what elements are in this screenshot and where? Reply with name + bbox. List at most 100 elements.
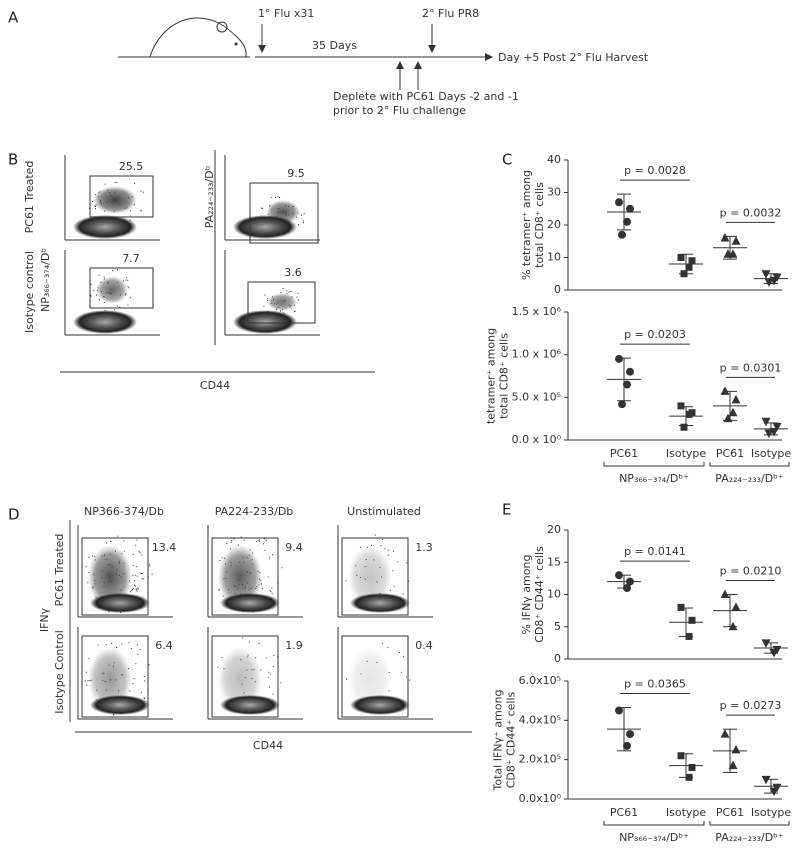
event-dot: [88, 207, 90, 209]
p-value: p = 0.0032: [720, 206, 782, 219]
data-point: [677, 603, 685, 611]
gate: [211, 537, 279, 616]
event-dot: [218, 589, 220, 591]
event-dot: [134, 574, 136, 576]
event-dot: [135, 544, 137, 546]
event-dot: [271, 196, 273, 198]
gate-percent: 9.4: [285, 541, 303, 554]
event-dot: [374, 534, 376, 536]
gate: [81, 635, 149, 718]
event-dot: [233, 538, 235, 540]
event-dot: [290, 291, 292, 292]
event-dot: [264, 550, 266, 551]
group-label: PA₂₂₄₋₂₃₃/Dᵇ⁺: [715, 472, 784, 485]
event-dot: [387, 549, 389, 551]
event-dot: [302, 220, 304, 222]
data-point: [685, 773, 693, 781]
population: [350, 593, 410, 613]
event-dot: [345, 580, 347, 582]
axis-label: NP₃₆₆₋₃₇₄/Dᵇ: [39, 248, 52, 312]
event-dot: [382, 642, 383, 644]
event-dot: [240, 536, 242, 538]
gate-percent: 9.5: [287, 167, 305, 180]
event-dot: [139, 552, 141, 554]
y-tick-label: 6.0x10⁵: [519, 674, 561, 687]
event-dot: [136, 589, 138, 591]
column-label: NP366-374/Db: [84, 505, 164, 518]
axis-label: CD44: [200, 379, 230, 392]
timeline-label: 35 Days: [312, 39, 357, 52]
event-dot: [151, 573, 153, 575]
y-tick-label: 30: [547, 186, 561, 199]
event-dot: [140, 209, 142, 211]
event-dot: [144, 698, 146, 699]
data-point: [688, 257, 696, 265]
event-dot: [97, 644, 99, 646]
event-dot: [127, 304, 129, 306]
mouse-ear: [216, 21, 228, 33]
event-dot: [148, 664, 150, 666]
timeline-diagram: 1° Flu x31 35 Days 2° Flu PR8 Day +5 Pos…: [118, 7, 649, 117]
event-dot: [409, 679, 411, 681]
y-tick-label: 0: [554, 652, 561, 665]
data-point: [677, 752, 685, 760]
gate-percent: 0.4: [415, 639, 433, 652]
data-point: [772, 422, 782, 432]
event-dot: [90, 283, 92, 285]
event-dot: [267, 298, 269, 300]
data-point: [761, 775, 771, 785]
data-point: [728, 407, 738, 417]
mouse-eye: [234, 42, 238, 46]
event-dot: [389, 589, 391, 591]
y-axis-label: CD8⁺ CD44⁺ cells: [533, 546, 546, 643]
x-tick-label: PC61: [716, 806, 744, 819]
event-dot: [141, 578, 143, 580]
y-axis-label: Total IFNγ⁺ among: [492, 690, 505, 792]
data-point: [731, 236, 741, 245]
event-dot: [103, 276, 105, 278]
event-dot: [135, 663, 137, 665]
y-tick-label: 5.0 x 10⁵: [512, 390, 561, 403]
event-dot: [117, 305, 118, 307]
event-dot: [92, 555, 94, 557]
event-dot: [397, 561, 399, 563]
event-dot: [267, 576, 269, 578]
event-dot: [112, 270, 114, 272]
event-dot: [267, 676, 269, 678]
y-tick-label: 0.0 x 10⁰: [512, 433, 562, 446]
timeline-label: 1° Flu x31: [258, 7, 314, 20]
event-dot: [132, 683, 134, 685]
event-dot: [86, 684, 88, 686]
event-dot: [296, 296, 298, 298]
event-dot: [132, 587, 134, 589]
data-point: [764, 278, 774, 287]
event-dot: [132, 554, 134, 555]
event-dot: [140, 691, 142, 693]
event-dot: [297, 292, 299, 294]
event-dot: [264, 294, 266, 296]
event-dot: [303, 222, 304, 224]
event-dot: [270, 673, 272, 675]
data-point: [626, 204, 634, 213]
event-dot: [126, 277, 128, 279]
data-point: [615, 571, 623, 580]
event-dot: [360, 546, 361, 548]
event-dot: [392, 570, 394, 572]
population: [73, 310, 137, 334]
panel-letter: A: [8, 9, 19, 27]
y-axis-label: tetramer⁺ among: [485, 328, 498, 424]
event-dot: [144, 680, 146, 682]
p-value: p = 0.0365: [624, 678, 686, 691]
data-point: [626, 730, 634, 739]
population: [88, 647, 132, 711]
event-dot: [93, 290, 95, 292]
event-dot: [143, 191, 145, 193]
event-dot: [269, 590, 271, 592]
event-dot: [85, 671, 87, 673]
event-dot: [301, 214, 303, 216]
data-point: [769, 787, 779, 797]
event-dot: [143, 697, 145, 699]
event-dot: [117, 535, 119, 537]
event-dot: [90, 294, 92, 296]
